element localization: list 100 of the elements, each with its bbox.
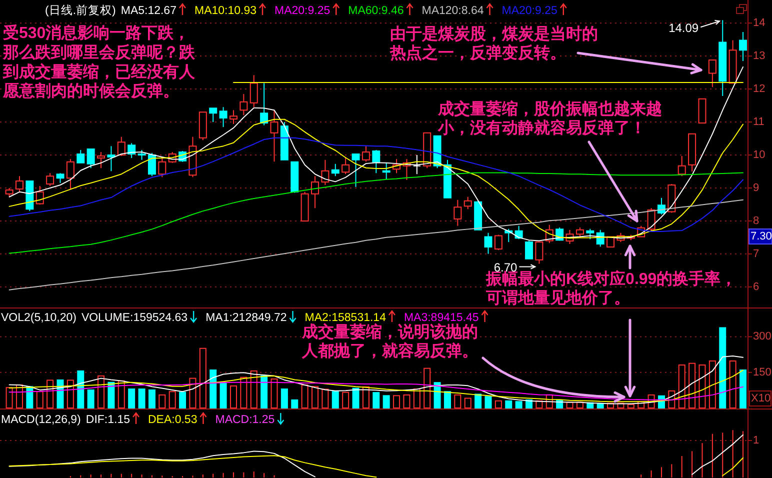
bar <box>280 388 288 408</box>
bar <box>189 378 196 408</box>
bar <box>454 394 462 408</box>
bar <box>719 327 726 408</box>
candlestick <box>290 161 299 192</box>
bar <box>291 399 298 408</box>
candlestick <box>219 106 228 128</box>
bar <box>740 369 746 408</box>
candlestick <box>188 136 197 178</box>
bar <box>168 391 176 408</box>
y-tick-label: 14 <box>753 17 766 30</box>
text: MA10:10.93 <box>194 5 256 17</box>
text: MA20:9.25 <box>502 5 558 17</box>
bar <box>230 385 237 408</box>
candlestick <box>76 150 85 164</box>
candlestick <box>209 108 218 123</box>
bar <box>505 400 512 408</box>
bar <box>678 364 686 408</box>
candlestick <box>535 242 544 264</box>
bar <box>362 386 370 408</box>
candlestick <box>321 159 330 186</box>
bar <box>312 386 319 408</box>
bar <box>270 378 278 408</box>
bar <box>301 384 308 408</box>
candlestick <box>280 122 288 160</box>
bar <box>494 400 502 408</box>
annotation: 成交量萎缩，股价振幅也越来越小，没有动静就容易反弹了！ <box>437 99 662 137</box>
bar <box>627 404 634 408</box>
candlestick <box>270 110 278 162</box>
candlestick <box>464 196 472 210</box>
bar <box>393 395 400 408</box>
candlestick <box>311 176 320 209</box>
text: DIF:1.15 <box>86 414 130 426</box>
bar <box>382 395 390 408</box>
bar <box>372 392 380 408</box>
candlestick <box>46 172 54 186</box>
y-tick-label: 6 <box>753 280 760 293</box>
bar <box>36 391 44 408</box>
bar <box>332 391 339 408</box>
candlestick <box>107 146 116 172</box>
annotation: 14.09 <box>668 21 699 36</box>
bar <box>179 392 186 408</box>
candlestick <box>718 20 727 96</box>
candlestick <box>5 187 14 197</box>
bar <box>515 401 522 408</box>
text: MA2:158531.14 <box>304 312 387 324</box>
candlestick <box>300 191 309 222</box>
bar <box>413 388 420 408</box>
text: MA3:89415.45 <box>404 312 479 324</box>
candlestick <box>148 152 156 177</box>
bar <box>484 396 492 408</box>
bar <box>220 382 227 408</box>
line-series <box>8 382 744 400</box>
bar <box>688 362 696 408</box>
y-tick-label: 150 <box>753 366 772 378</box>
bar <box>260 375 268 408</box>
bar <box>77 370 84 408</box>
candlestick <box>138 150 146 160</box>
candlestick <box>117 136 126 156</box>
candlestick <box>739 31 747 62</box>
y-tick-label: 10 <box>753 148 766 161</box>
candlestick <box>260 82 268 126</box>
annotation: 受530消息影响一路下跌，那么跌到哪里会反弹呢？跌到成交量萎缩，已经没有人愿意割肉的时候会反弹。 <box>2 24 196 100</box>
text: MA1:212849.72 <box>206 312 287 324</box>
text: MA60:9.46 <box>348 5 404 17</box>
candlestick <box>158 157 166 178</box>
bar <box>138 388 146 408</box>
bar <box>6 387 13 408</box>
y-tick-label: 11 <box>753 116 764 128</box>
annotation: MACD:1.25 <box>215 414 275 426</box>
candlestick <box>586 228 594 240</box>
candlestick <box>514 225 523 240</box>
bar <box>240 376 248 408</box>
bar <box>729 360 736 408</box>
candlestick <box>678 155 686 177</box>
candlestick <box>698 98 706 124</box>
bar <box>199 348 206 408</box>
bar <box>158 394 166 408</box>
y-axis-title: X10 <box>751 392 771 404</box>
bar <box>128 388 136 408</box>
line-series <box>8 172 744 254</box>
text: DEA:0.53 <box>148 414 198 426</box>
candlestick <box>56 172 64 184</box>
bar <box>444 391 451 408</box>
candlestick <box>229 110 238 124</box>
candlestick <box>240 93 248 116</box>
annotation: VOLUME:159524.63 <box>81 312 188 324</box>
bar <box>474 394 482 408</box>
y-tick-label: 8 <box>753 214 760 227</box>
candlestick <box>352 154 360 188</box>
text: 7.30 <box>750 230 772 242</box>
candlestick <box>443 159 452 198</box>
candlestick <box>362 146 370 162</box>
y-tick-label: 12 <box>753 83 766 96</box>
y-tick-label: 300 <box>753 330 772 343</box>
bar <box>87 389 94 408</box>
candlestick <box>342 156 350 175</box>
candlestick <box>382 162 390 180</box>
candlestick <box>331 163 340 177</box>
annotation: 由于是煤炭股，煤炭是当时的热点之一，反弹变反转。 <box>389 25 598 62</box>
